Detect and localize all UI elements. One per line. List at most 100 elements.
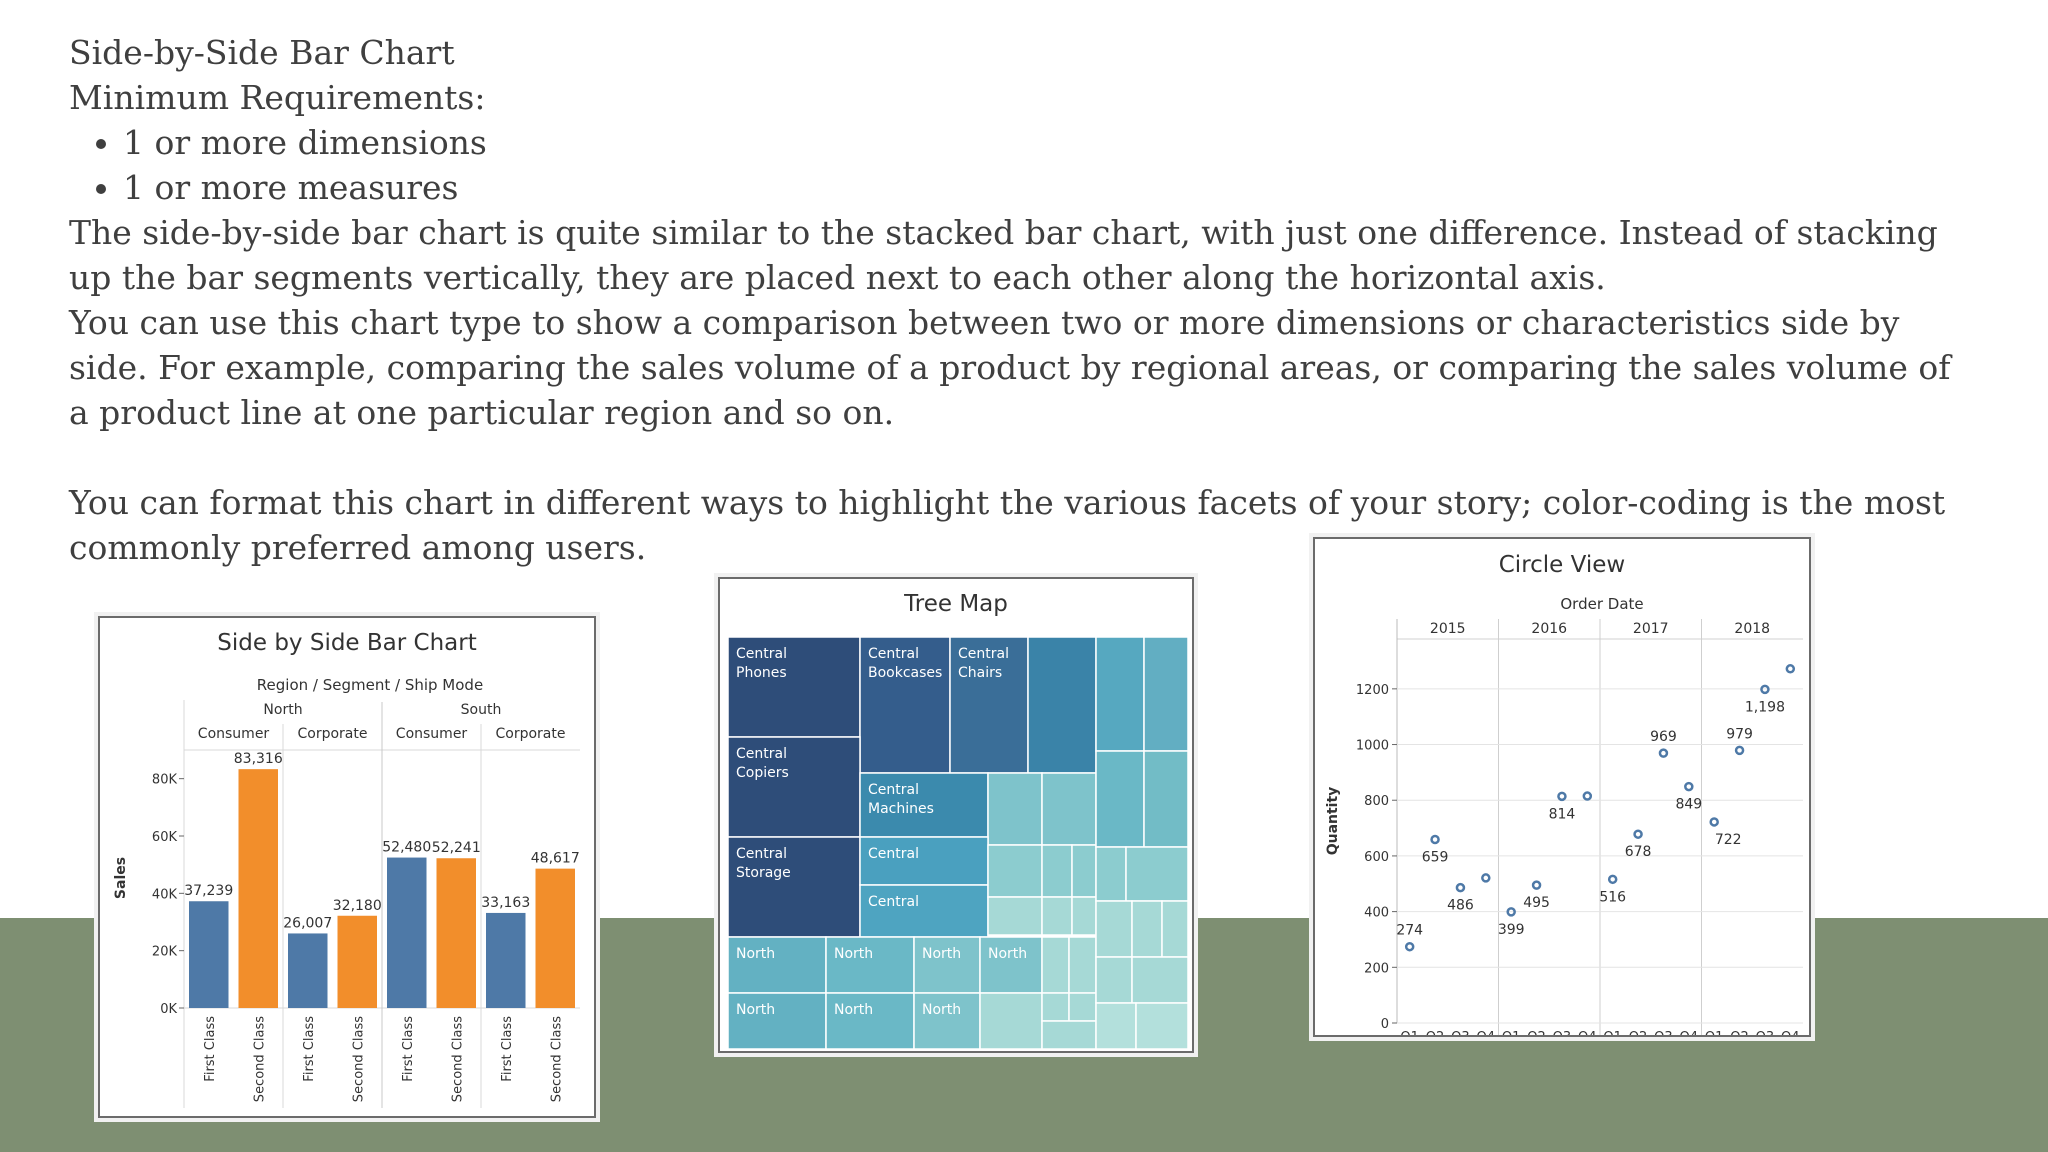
treemap-cell	[1068, 936, 1097, 994]
treemap-cell-label: Central	[736, 746, 787, 762]
segment-label: Corporate	[496, 726, 566, 742]
treemap-cell-label: Copiers	[736, 765, 789, 781]
y-axis-label: Sales	[113, 857, 129, 899]
treemap-cell	[979, 992, 1043, 1050]
treemap-cell	[1161, 900, 1189, 958]
treemap-cell-label: Chairs	[958, 665, 1002, 681]
y-tick-label: 80K	[152, 773, 178, 788]
data-point	[1760, 684, 1770, 695]
category-label: Second Class	[549, 1016, 564, 1102]
y-tick-label: 0	[1381, 1017, 1389, 1032]
treemap-cell-label: Central	[958, 646, 1009, 662]
treemap-cell	[1095, 636, 1145, 752]
y-tick-label: 600	[1364, 850, 1389, 865]
bar-value-label: 26,007	[283, 915, 332, 931]
treemap-cell-label: Central	[868, 782, 919, 798]
bar	[238, 769, 278, 1008]
data-point-label: 979	[1726, 726, 1753, 742]
data-point	[1506, 907, 1516, 917]
treemap-cell	[1041, 844, 1073, 898]
treemap-cell	[1041, 772, 1097, 846]
treemap-cell	[727, 992, 827, 1050]
quarter-label: Q2	[1426, 1030, 1445, 1035]
quarter-label: Q1	[1705, 1030, 1724, 1035]
bar	[337, 915, 377, 1008]
treemap-cell-label: North	[834, 946, 873, 962]
category-label: Second Class	[351, 1016, 366, 1102]
treemap-cell	[859, 772, 989, 838]
treemap-cell	[979, 936, 1043, 994]
treemap-cell	[987, 844, 1043, 898]
treemap-cell	[1041, 1020, 1097, 1050]
data-point-label: 678	[1625, 844, 1652, 860]
treemap-cell	[727, 936, 827, 994]
region-label: South	[461, 702, 502, 718]
treemap-cell	[1095, 846, 1127, 902]
bar	[387, 857, 427, 1008]
data-point-label: 659	[1422, 849, 1449, 865]
y-tick-label: 400	[1364, 906, 1389, 921]
data-point-label: 399	[1498, 922, 1525, 938]
quarter-label: Q2	[1730, 1030, 1749, 1035]
segment-label: Consumer	[198, 726, 270, 742]
treemap-cell-label: Storage	[736, 865, 791, 881]
treemap-cell	[1131, 900, 1163, 958]
category-label: Second Class	[252, 1016, 267, 1102]
treemap-cell-label: Central	[736, 646, 787, 662]
year-label: 2018	[1734, 621, 1770, 637]
treemap-cell-label: Central	[868, 894, 919, 910]
quarter-label: Q1	[1400, 1030, 1419, 1035]
chart-title: Circle View	[1499, 552, 1625, 578]
treemap-cell-label: Central	[736, 846, 787, 862]
category-label: First Class	[500, 1016, 515, 1082]
bar-value-label: 33,163	[481, 895, 530, 911]
treemap-cell	[1041, 896, 1073, 936]
quarter-label: Q4	[1680, 1030, 1699, 1035]
requirement-item: 1 or more measures	[123, 165, 1969, 210]
y-tick-label: 1200	[1356, 683, 1389, 698]
quarter-label: Q4	[1781, 1030, 1800, 1035]
treemap-chart: Tree Map Central Phones Central Bookcases Ce…	[727, 591, 1189, 1050]
data-point-label: 814	[1549, 806, 1576, 822]
treemap-cell	[1071, 844, 1097, 898]
data-point	[1404, 941, 1415, 952]
quarter-label: Q1	[1502, 1030, 1521, 1035]
treemap-cell	[913, 992, 981, 1050]
data-point	[1531, 880, 1542, 890]
data-point-label: 1,198	[1745, 699, 1785, 715]
bar-value-label: 37,239	[184, 883, 233, 899]
article-text: Side-by-Side Bar Chart Minimum Requireme…	[69, 30, 1969, 570]
data-point	[1430, 834, 1440, 845]
treemap-cell	[987, 772, 1043, 846]
data-point	[1557, 791, 1567, 802]
circle-view-chart: Circle View Order Date Quantity 2015 2016…	[1325, 552, 1803, 1035]
data-point-label: 486	[1447, 898, 1474, 914]
y-tick-label: 200	[1364, 961, 1389, 976]
category-label: First Class	[203, 1016, 218, 1082]
treemap-cell	[1095, 956, 1133, 1004]
year-label: 2016	[1531, 621, 1567, 637]
data-point-label: 849	[1675, 797, 1702, 813]
bar	[189, 901, 229, 1008]
data-point-label: 495	[1523, 895, 1550, 911]
treemap-cell	[1095, 1002, 1137, 1050]
treemap-cell	[1125, 846, 1189, 902]
data-point	[1455, 882, 1466, 893]
treemap-cell	[727, 736, 861, 838]
treemap-cell	[825, 992, 915, 1050]
treemap-cell	[1068, 992, 1097, 1022]
paragraph-2: You can use this chart type to show a co…	[69, 303, 1951, 432]
data-point	[1607, 874, 1618, 885]
bar-chart: Side by Side Bar Chart Region / Segment …	[113, 630, 580, 1108]
quarter-label: Q2	[1629, 1030, 1648, 1035]
data-point	[1684, 781, 1694, 792]
bar-value-label: 52,480	[382, 840, 431, 856]
year-label: 2015	[1430, 621, 1466, 637]
treemap-cell	[949, 636, 1029, 774]
y-tick-label: 60K	[152, 830, 178, 845]
bar-value-label: 52,241	[432, 840, 481, 856]
segment-label: Consumer	[396, 726, 468, 742]
treemap-cell	[1095, 750, 1145, 848]
data-point	[1785, 664, 1796, 674]
circle-view-panel: Circle View Order Date Quantity 2015 2016…	[1313, 537, 1811, 1037]
